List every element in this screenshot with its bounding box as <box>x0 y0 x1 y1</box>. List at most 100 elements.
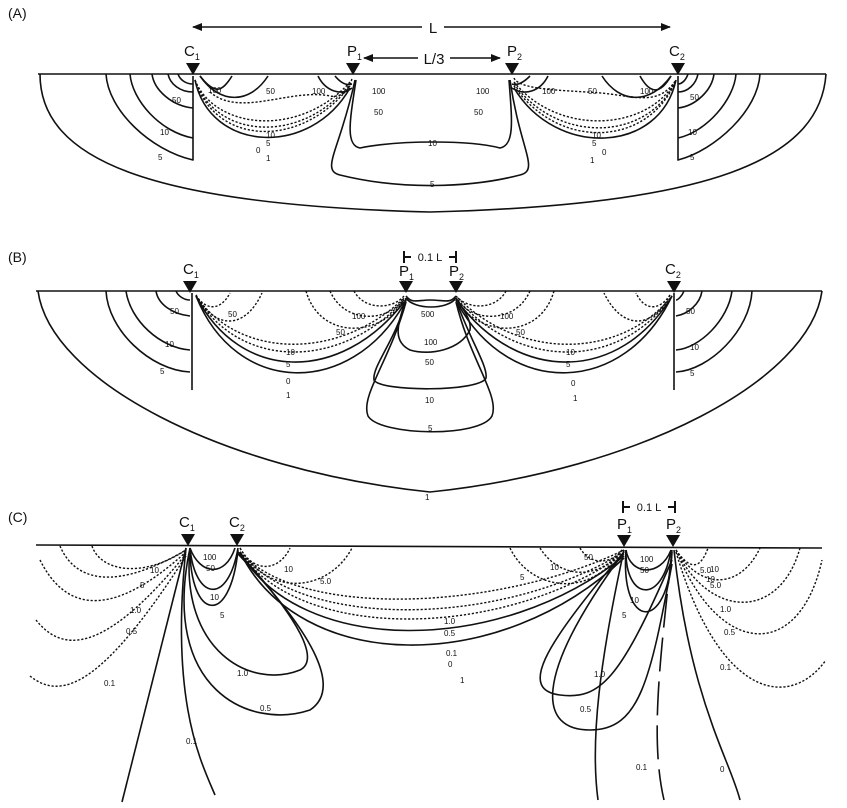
contour-label: 100 <box>542 87 556 96</box>
contour-label: 50 <box>690 93 699 102</box>
contour-label: 0.1 <box>186 737 198 746</box>
contour-label: 5 <box>520 573 525 582</box>
contour-label: 5 <box>160 367 165 376</box>
svg-text:C1: C1 <box>184 43 200 62</box>
panel-b-spacing-bracket: 0.1 L <box>404 250 456 264</box>
electrode-letter: C <box>669 43 680 60</box>
contour-label: 10 <box>688 128 697 137</box>
contour-label: 100 <box>352 312 366 321</box>
contour-label: 1.0 <box>720 605 732 614</box>
panel-c-spacing-bracket: 0.1 L <box>623 500 675 514</box>
panel-c-ground-surface <box>36 545 822 548</box>
contour-label: 100 <box>372 87 386 96</box>
contour-label: 1.0 <box>594 670 606 679</box>
contour-label: 5 <box>266 139 271 148</box>
panel-b: (B) 0.1 L C1 P1 P2 C2 <box>8 249 822 502</box>
contour-label: 5.0 <box>710 581 722 590</box>
contour-label: 5 <box>430 180 435 189</box>
panel-a-electrode-p1: P1 <box>346 43 362 75</box>
contour-label: 5 <box>140 581 145 590</box>
electrode-subscript: 1 <box>357 52 362 62</box>
panel-c-electrode-c2: C2 <box>229 514 245 546</box>
contour-label: 0.5 <box>444 629 456 638</box>
electrode-letter: P <box>347 43 357 60</box>
contour-label: 10 <box>428 139 437 148</box>
svg-text:P1: P1 <box>347 43 362 62</box>
contour-label: 0.1 <box>720 663 732 672</box>
electrode-letter: C <box>229 514 240 531</box>
electrode-letter: C <box>183 261 194 278</box>
contour-label: 0 <box>286 377 291 386</box>
contour-label: 0.1 <box>636 763 648 772</box>
electrode-letter: P <box>617 516 627 533</box>
panel-a-length-label: L <box>429 20 437 37</box>
electrode-letter: P <box>666 516 676 533</box>
contour-label: 500 <box>421 310 435 319</box>
contour-label: 0 <box>720 765 725 774</box>
panel-c-electrode-p2: P2 <box>666 516 681 547</box>
panel-c-electrode-c1: C1 <box>179 514 195 546</box>
electrode-subscript: 2 <box>517 52 522 62</box>
svg-text:P1: P1 <box>617 516 632 535</box>
contour-label: 0 <box>571 379 576 388</box>
electrode-marker-icon <box>230 534 244 546</box>
svg-text:P1: P1 <box>399 263 414 282</box>
contour-label: 100 <box>424 338 438 347</box>
svg-text:C2: C2 <box>229 514 245 533</box>
contour-label: 50 <box>172 96 181 105</box>
contour-label: 0 <box>256 146 261 155</box>
contour-label: 5.0 <box>320 577 332 586</box>
svg-text:P2: P2 <box>666 516 681 535</box>
electrode-marker-icon <box>666 535 680 547</box>
panel-a-spacing-label: L/3 <box>424 51 445 68</box>
panel-b-label: (B) <box>8 249 27 265</box>
panel-b-electrode-c2: C2 <box>665 261 681 293</box>
contour-label: 5 <box>690 153 695 162</box>
contour-label: 10 <box>284 565 293 574</box>
electrode-subscript: 2 <box>676 270 681 280</box>
contour-label: 0.5 <box>580 705 592 714</box>
contour-label: 1 <box>460 676 465 685</box>
panel-a-contour-labels: 100 50 10 5 100 50 10 5 0 1 100 50 10 5 … <box>158 86 699 189</box>
electrode-subscript: 2 <box>676 525 681 535</box>
panel-b-electrode-p2: P2 <box>449 263 464 293</box>
contour-label: 1 <box>266 154 271 163</box>
panel-c-label: (C) <box>8 509 27 525</box>
contour-label: 10 <box>550 563 559 572</box>
contour-label: 100 <box>640 555 654 564</box>
contour-label: 0 <box>448 660 453 669</box>
contour-label: 0.1 <box>104 679 116 688</box>
panel-b-contour-labels: 50 10 5 50 50 100 10 5 0 1 500 100 50 10… <box>160 307 699 502</box>
contour-label: 5 <box>158 153 163 162</box>
electrode-letter: C <box>665 261 676 278</box>
contour-label: 1 <box>286 391 291 400</box>
svg-text:C1: C1 <box>179 514 195 533</box>
electrode-subscript: 1 <box>190 523 195 533</box>
contour-label: 50 <box>686 307 695 316</box>
contour-label: 10 <box>165 340 174 349</box>
contour-label: 0.5 <box>724 628 736 637</box>
contour-label: 10 <box>150 566 159 575</box>
svg-text:C2: C2 <box>665 261 681 280</box>
contour-label: 5 <box>622 611 627 620</box>
contour-label: 50 <box>425 358 434 367</box>
contour-label: 5 <box>690 369 695 378</box>
electrode-letter: C <box>179 514 190 531</box>
electrode-subscript: 2 <box>680 52 685 62</box>
panel-a-label: (A) <box>8 5 27 21</box>
panel-b-electrode-p1: P1 <box>399 263 414 293</box>
electrode-marker-icon <box>181 534 195 546</box>
contour-label: 50 <box>374 108 383 117</box>
contour-label: 1.0 <box>130 606 142 615</box>
contour-label: 0.1 <box>446 649 458 658</box>
panel-b-spacing-label: 0.1 L <box>418 252 442 264</box>
panel-a-electrode-c1: C1 <box>184 43 200 75</box>
panel-b-contours <box>38 291 822 492</box>
contour-label: 100 <box>476 87 490 96</box>
contour-label: 100 <box>312 87 326 96</box>
contour-label: 10 <box>286 348 295 357</box>
contour-label: 5 <box>286 360 291 369</box>
electrode-subscript: 2 <box>459 272 464 282</box>
electrode-marker-icon <box>617 535 631 547</box>
contour-label: 100 <box>203 553 217 562</box>
